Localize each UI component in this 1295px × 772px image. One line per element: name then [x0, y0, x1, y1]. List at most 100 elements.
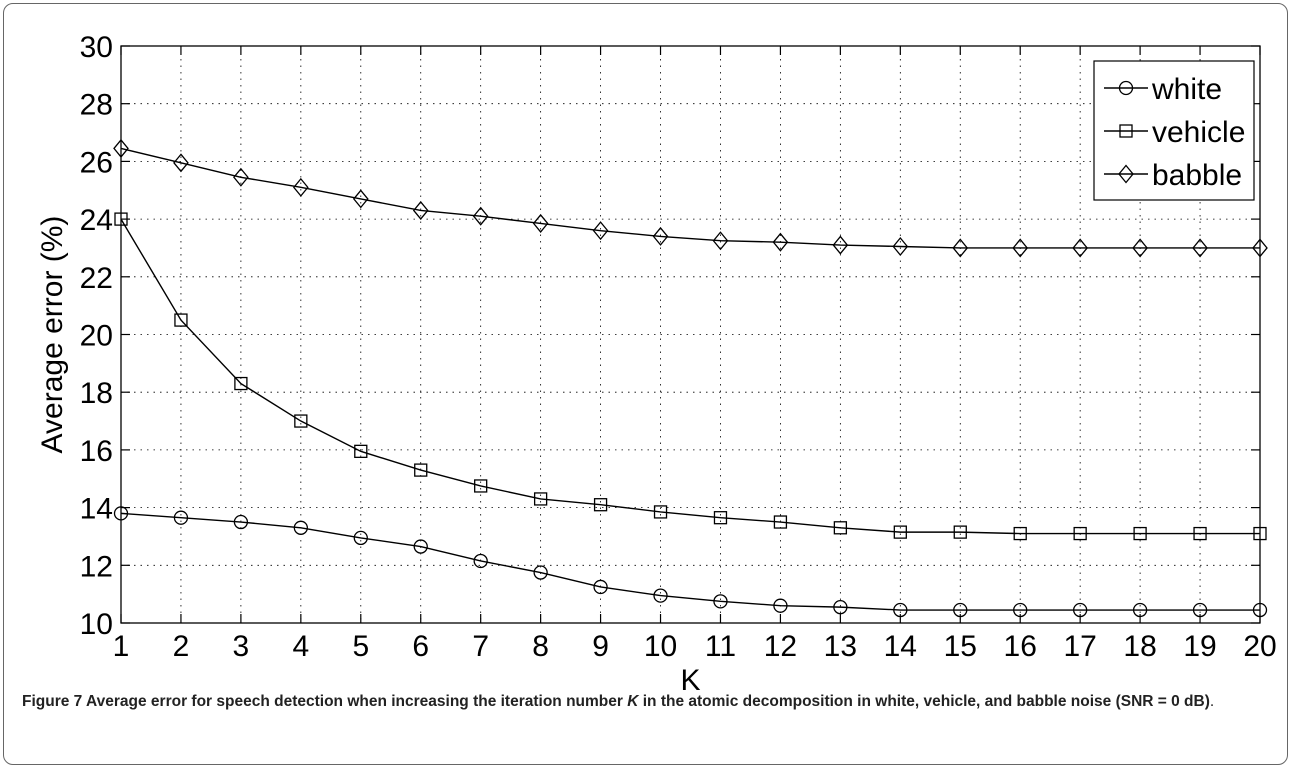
x-tick-label: 9	[592, 630, 609, 663]
data-point-white	[1192, 602, 1208, 618]
data-point-vehicle	[1073, 526, 1087, 541]
data-point-white	[1013, 602, 1028, 618]
data-point-white	[893, 602, 908, 618]
data-point-babble	[1252, 238, 1268, 258]
x-axis-label: K	[680, 664, 700, 690]
x-tick-label: 20	[1243, 630, 1276, 663]
series-vehicle	[114, 212, 1267, 541]
data-point-white	[1132, 602, 1148, 618]
data-point-babble	[952, 238, 969, 258]
caption-k-symbol: K	[627, 693, 639, 710]
y-tick-label: 28	[80, 89, 113, 122]
x-tick-label: 8	[532, 630, 549, 663]
caption-label: Figure 7	[22, 693, 83, 710]
data-point-vehicle	[1133, 526, 1147, 541]
y-tick-label: 22	[80, 262, 113, 295]
data-point-vehicle	[114, 212, 128, 226]
y-tick-label: 24	[80, 204, 113, 237]
data-point-vehicle	[294, 414, 308, 428]
legend-marker-vehicle	[1119, 124, 1133, 138]
series-line-white	[120, 512, 1260, 611]
axis-ticks: 1 2 3 4 5 6 7 8 9 10 11 12 13 14 15 16 17 18 19 20101214161…	[80, 31, 1277, 663]
x-tick-label: 7	[472, 630, 489, 663]
data-point-babble	[892, 236, 909, 257]
data-point-vehicle	[354, 444, 368, 458]
series-layer	[113, 138, 1268, 618]
data-point-vehicle	[1253, 526, 1267, 541]
data-point-babble	[772, 232, 789, 252]
series-white	[113, 506, 1268, 618]
x-tick-label: 2	[173, 630, 190, 663]
y-tick-label: 18	[80, 377, 113, 410]
y-tick-label: 30	[80, 31, 113, 64]
data-point-vehicle	[833, 521, 848, 535]
data-point-babble	[532, 213, 549, 233]
x-tick-label: 18	[1123, 630, 1156, 663]
data-point-vehicle	[533, 492, 548, 506]
data-point-babble	[412, 200, 429, 220]
data-point-babble	[712, 231, 729, 251]
legend-label-babble: babble	[1152, 159, 1242, 192]
data-point-white	[473, 553, 488, 569]
data-point-white	[953, 602, 968, 618]
x-tick-label: 5	[352, 630, 369, 663]
data-point-babble	[352, 189, 369, 209]
data-point-babble	[1192, 238, 1208, 258]
plot-area	[120, 45, 1261, 624]
x-tick-label: 14	[884, 630, 917, 663]
data-point-vehicle	[953, 525, 967, 539]
legend-marker-babble	[1118, 164, 1134, 184]
y-axis-label: Average error (%)	[36, 216, 69, 454]
data-point-white	[533, 565, 548, 580]
y-tick-label: 16	[80, 435, 113, 468]
data-point-babble	[832, 235, 849, 255]
data-point-vehicle	[653, 505, 668, 519]
line-chart: 1 2 3 4 5 6 7 8 9 10 11 12 13 14 15 16 17 18 19 20101214161…	[36, 31, 1277, 690]
data-point-babble	[173, 153, 189, 173]
data-point-vehicle	[713, 511, 728, 525]
figure-frame	[3, 3, 1288, 765]
x-tick-label: 17	[1063, 630, 1096, 663]
data-point-babble	[292, 177, 309, 197]
caption-text-part1: Average error for speech detection when …	[82, 693, 628, 710]
y-tick-label: 26	[80, 146, 113, 179]
series-line-vehicle	[120, 218, 1260, 535]
data-point-white	[653, 588, 668, 603]
x-tick-label: 10	[644, 630, 677, 663]
data-point-vehicle	[1193, 526, 1207, 541]
series-babble	[113, 138, 1268, 258]
data-point-babble	[113, 138, 129, 158]
data-point-babble	[592, 221, 609, 241]
y-tick-label: 14	[80, 493, 113, 526]
y-tick-label: 10	[80, 608, 113, 641]
x-tick-label: 16	[1004, 630, 1037, 663]
legend-label-white: white	[1151, 73, 1222, 106]
data-point-vehicle	[593, 498, 608, 512]
data-point-white	[1252, 602, 1268, 618]
data-point-white	[593, 579, 608, 595]
x-tick-label: 3	[233, 630, 250, 663]
x-tick-label: 6	[412, 630, 429, 663]
legend-item-babble: babble	[1104, 159, 1242, 192]
data-point-white	[413, 539, 428, 554]
data-point-vehicle	[174, 313, 188, 327]
x-tick-label: 19	[1183, 630, 1216, 663]
legend-item-vehicle: vehicle	[1104, 116, 1245, 149]
legend-label-vehicle: vehicle	[1152, 116, 1245, 149]
data-point-white	[353, 530, 368, 546]
caption-period: .	[1209, 693, 1215, 710]
x-tick-label: 13	[824, 630, 857, 663]
data-point-babble	[652, 226, 669, 246]
data-point-vehicle	[1013, 526, 1027, 541]
x-tick-label: 4	[292, 630, 309, 663]
data-point-vehicle	[773, 515, 788, 529]
x-tick-label: 12	[764, 630, 797, 663]
series-line-babble	[120, 147, 1260, 249]
data-point-white	[233, 514, 249, 530]
data-point-white	[713, 594, 728, 609]
data-point-babble	[233, 167, 249, 187]
x-tick-label: 15	[944, 630, 977, 663]
y-tick-label: 12	[80, 550, 113, 583]
data-point-white	[773, 598, 788, 613]
data-point-babble	[1132, 238, 1148, 258]
